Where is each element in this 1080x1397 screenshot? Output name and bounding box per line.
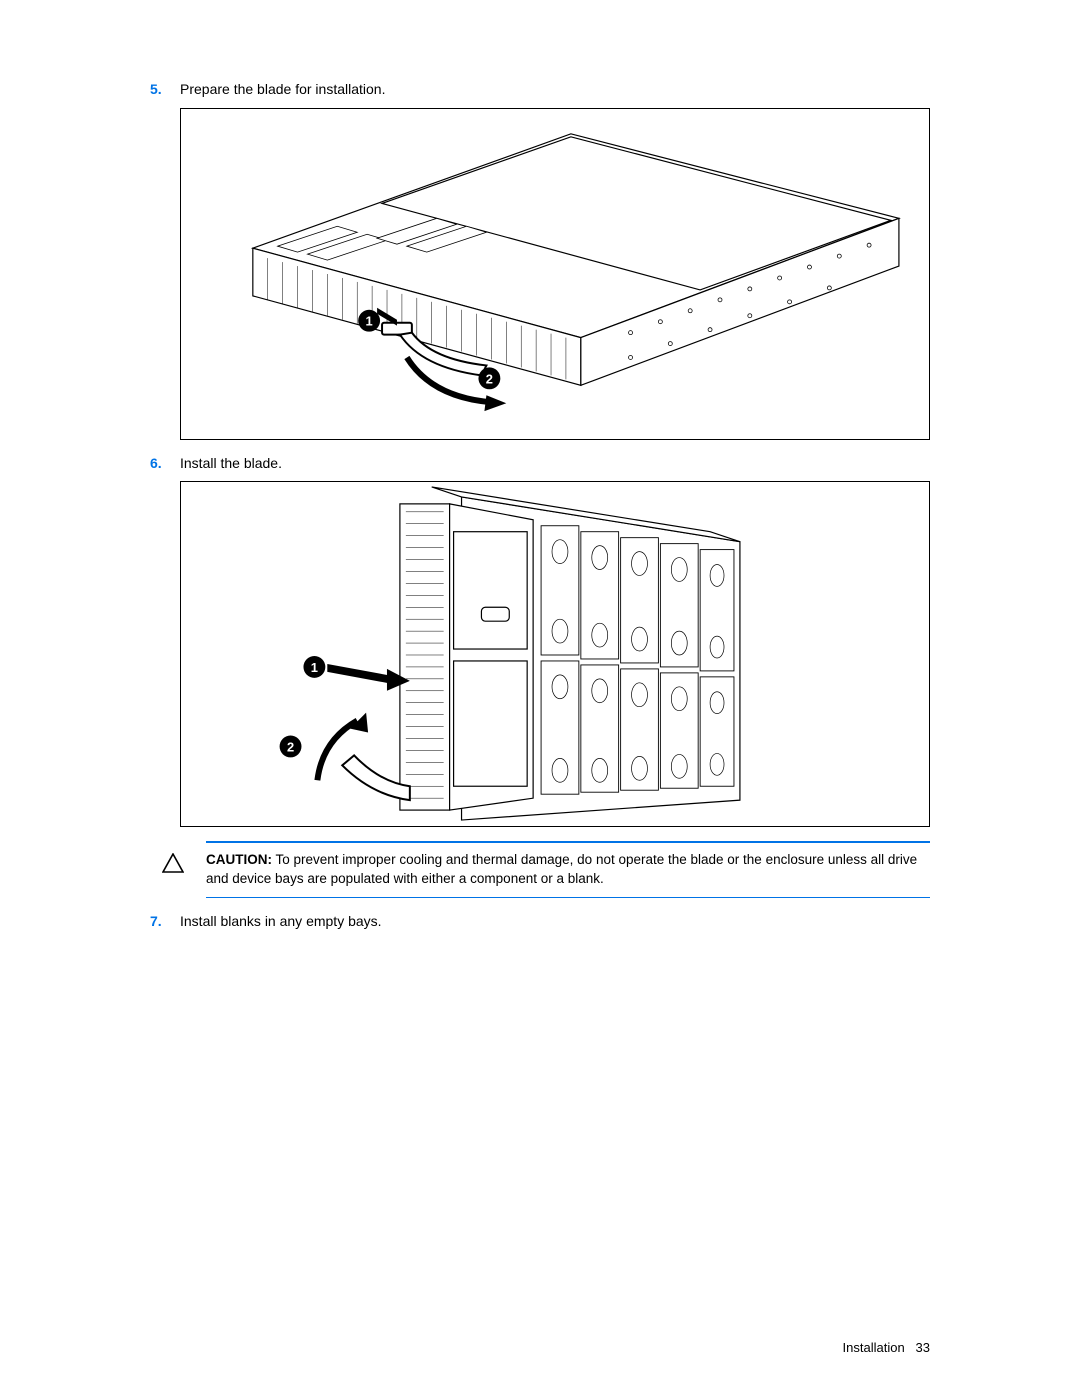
step-5: 5. Prepare the blade for installation. — [150, 80, 930, 100]
step-text: Install the blade. — [180, 454, 930, 474]
caution-rule — [206, 841, 930, 843]
caution-row: CAUTION: To prevent improper cooling and… — [206, 851, 930, 889]
step-number: 7. — [150, 912, 180, 932]
illustration-blade-install: 1 2 — [181, 482, 929, 826]
step-7: 7. Install blanks in any empty bays. — [150, 912, 930, 932]
page-footer: Installation 33 — [843, 1339, 930, 1357]
svg-text:1: 1 — [366, 313, 373, 328]
caution-label: CAUTION: — [206, 852, 272, 867]
footer-section: Installation — [843, 1340, 905, 1355]
step-text: Prepare the blade for installation. — [180, 80, 930, 100]
document-page: 5. Prepare the blade for installation. — [0, 0, 1080, 1397]
caution-block: CAUTION: To prevent improper cooling and… — [206, 841, 930, 898]
illustration-blade-prepare: 1 2 — [181, 109, 929, 439]
svg-text:1: 1 — [311, 660, 318, 675]
svg-text:2: 2 — [486, 371, 493, 386]
caution-body: To prevent improper cooling and thermal … — [206, 852, 917, 886]
caution-text: CAUTION: To prevent improper cooling and… — [206, 851, 930, 889]
step-text: Install blanks in any empty bays. — [180, 912, 930, 932]
step-number: 5. — [150, 80, 180, 100]
caution-rule — [206, 897, 930, 898]
figure-install-blade: 1 2 — [180, 481, 930, 827]
footer-page: 33 — [916, 1340, 930, 1355]
step-number: 6. — [150, 454, 180, 474]
svg-text:2: 2 — [287, 740, 294, 755]
caution-icon — [162, 851, 206, 879]
figure-prepare-blade: 1 2 — [180, 108, 930, 440]
step-6: 6. Install the blade. — [150, 454, 930, 474]
